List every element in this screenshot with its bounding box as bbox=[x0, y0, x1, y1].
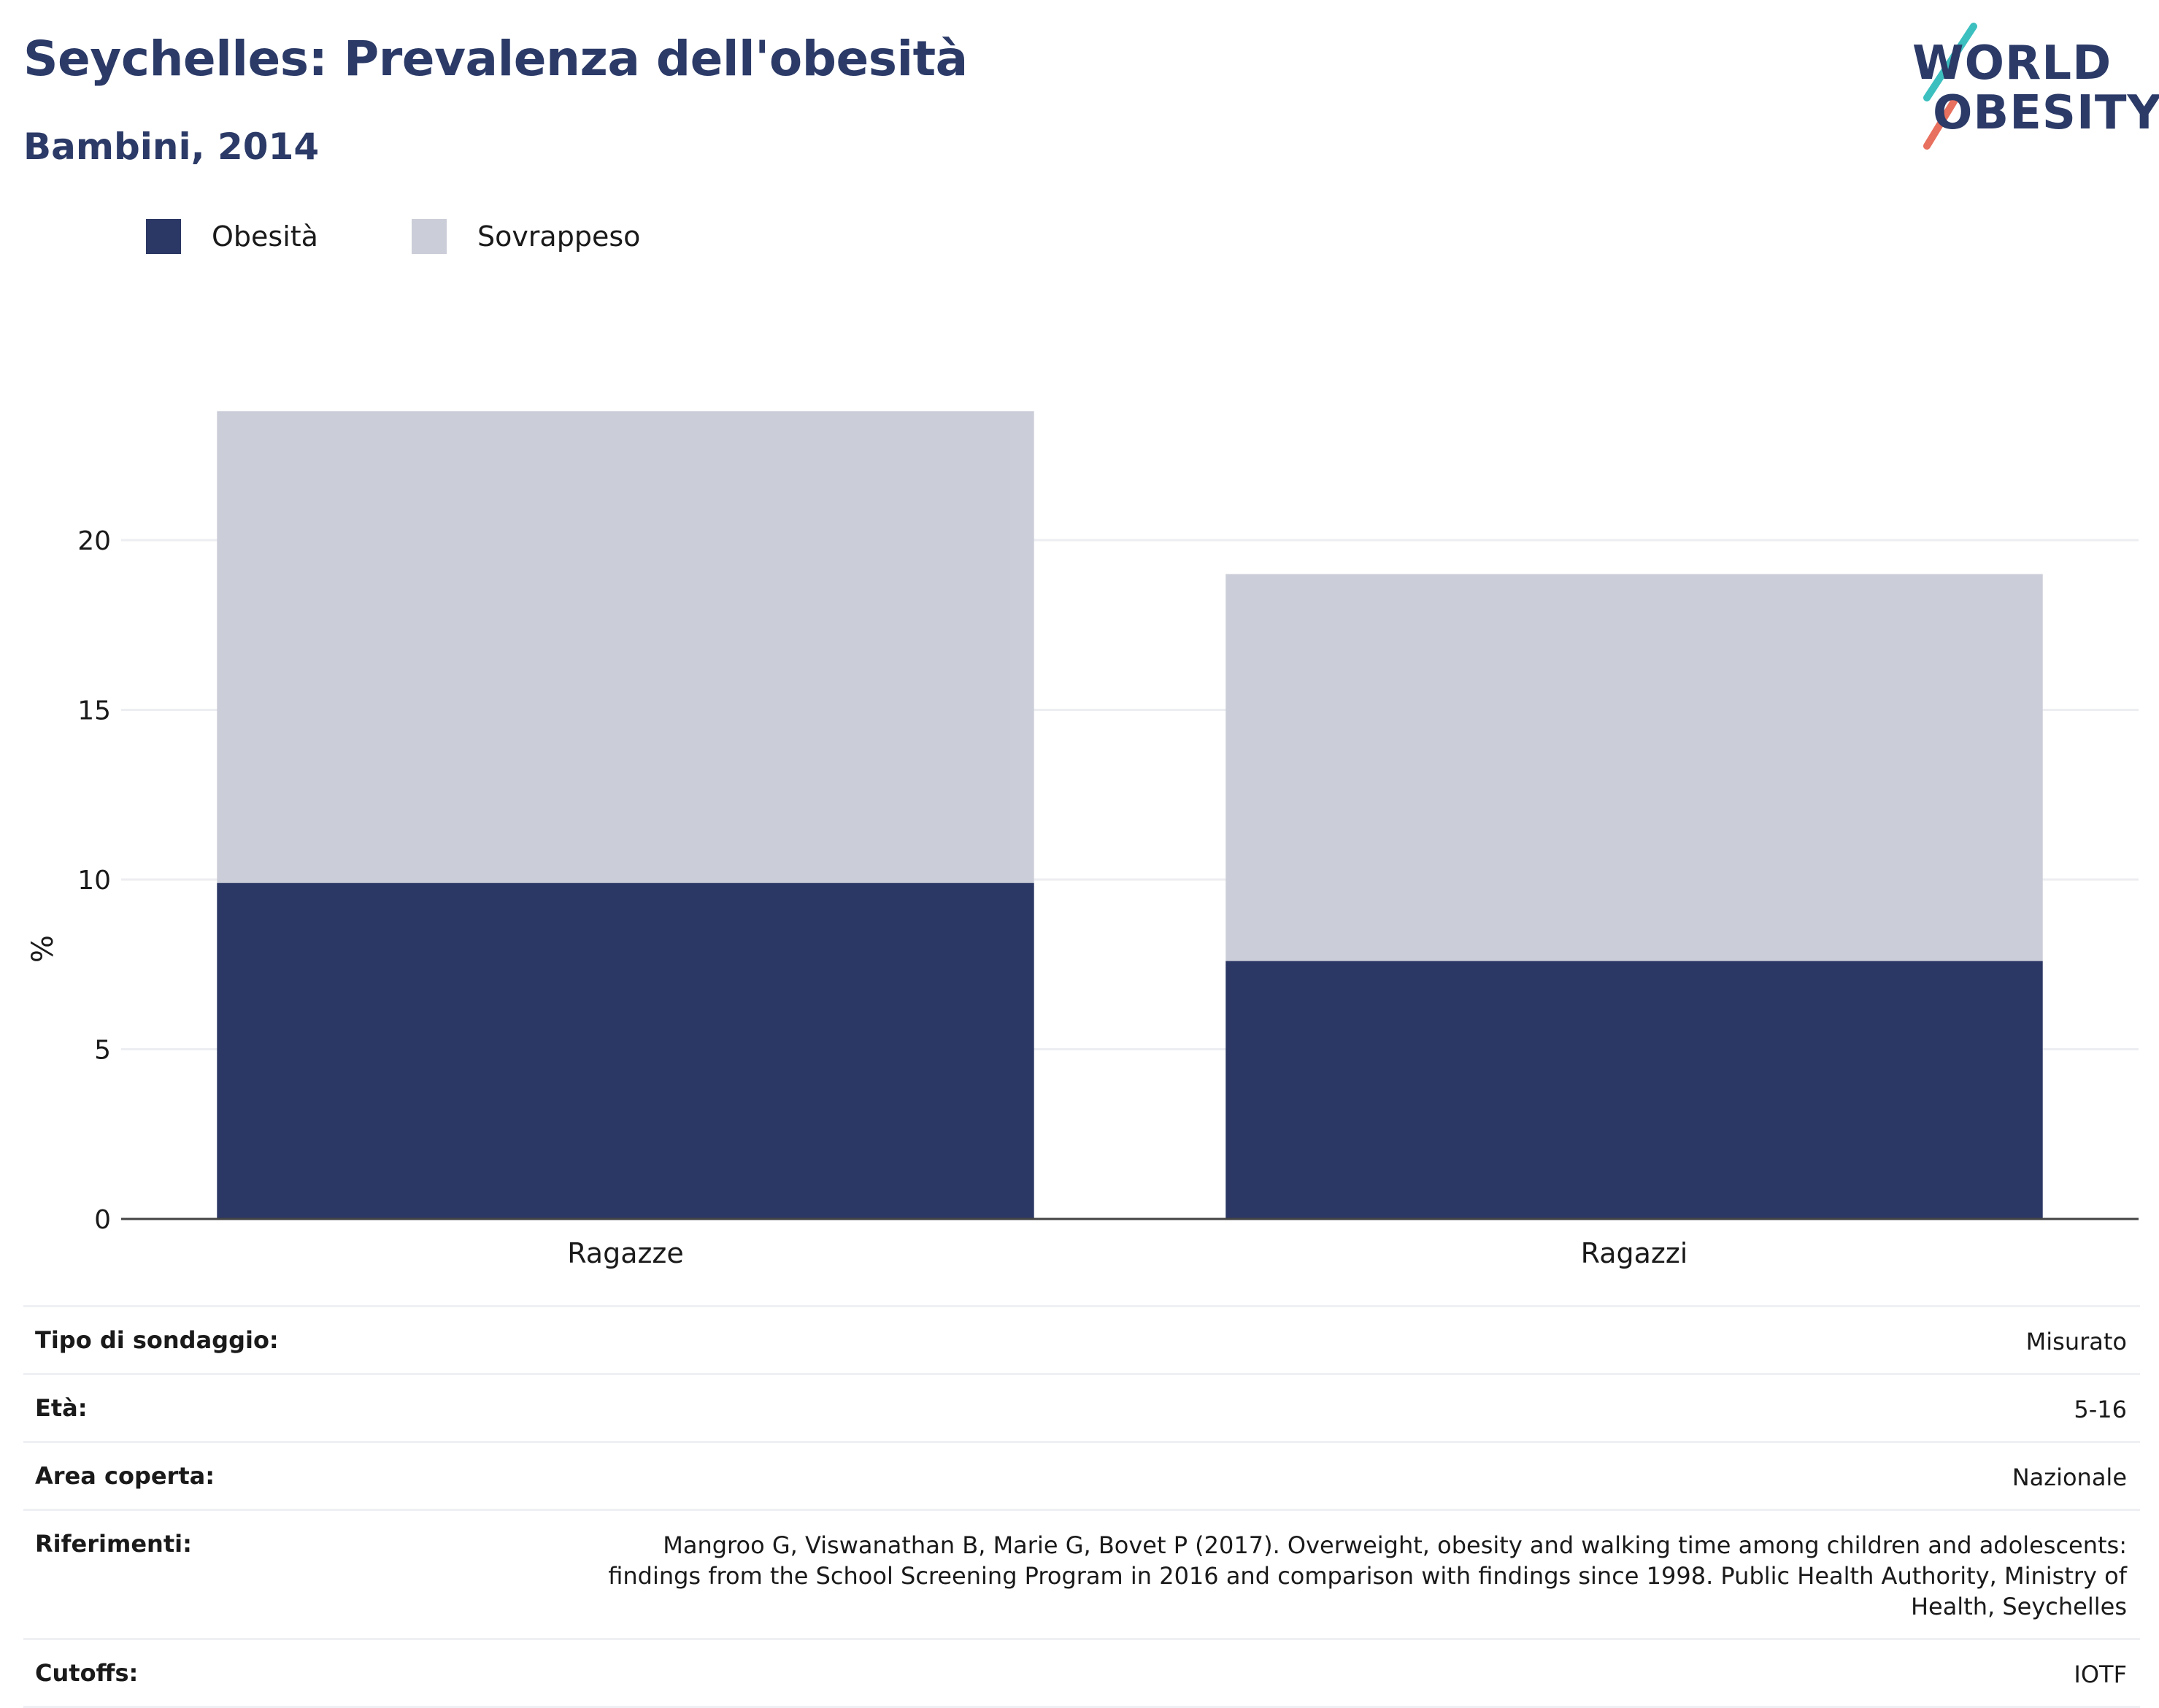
bar-overweight-ragazze bbox=[217, 411, 1034, 883]
meta-row-references: Riferimenti: Mangroo G, Viswanathan B, M… bbox=[23, 1509, 2140, 1638]
chart-legend: Obesità Sovrappeso bbox=[146, 216, 734, 257]
y-tick-label: 5 bbox=[94, 1036, 111, 1066]
logo-word-obesity: OBESITY bbox=[1933, 86, 2159, 140]
y-tick-label: 20 bbox=[77, 526, 111, 556]
meta-row-area: Area coperta: Nazionale bbox=[23, 1441, 2140, 1509]
meta-value: IOTF bbox=[2074, 1661, 2127, 1688]
legend-swatch-overweight bbox=[411, 219, 447, 254]
metadata-table: Tipo di sondaggio: Misurato Età: 5-16 Ar… bbox=[23, 1305, 2140, 1708]
meta-key: Età: bbox=[35, 1394, 88, 1422]
legend-label-obesity: Obesità bbox=[212, 220, 318, 253]
y-tick-label: 0 bbox=[94, 1205, 111, 1235]
logo-word-world: WORLD bbox=[1912, 36, 2112, 91]
world-obesity-logo: WORLD OBESITY bbox=[1912, 22, 2159, 153]
meta-value: 5-16 bbox=[2074, 1396, 2127, 1423]
meta-key: Tipo di sondaggio: bbox=[35, 1326, 279, 1354]
logo-slash-icon bbox=[1923, 23, 1977, 150]
meta-value: Nazionale bbox=[2012, 1463, 2127, 1491]
bar-obesity-ragazzi bbox=[1225, 961, 2043, 1219]
legend-item-overweight: Sovrappeso bbox=[411, 219, 641, 254]
x-tick-label: Ragazzi bbox=[1581, 1237, 1688, 1269]
meta-row-cutoffs: Cutoffs: IOTF bbox=[23, 1638, 2140, 1708]
meta-key: Cutoffs: bbox=[35, 1659, 139, 1687]
y-tick-label: 10 bbox=[77, 866, 111, 896]
meta-row-age: Età: 5-16 bbox=[23, 1373, 2140, 1441]
y-tick-label: 15 bbox=[77, 696, 111, 726]
stacked-bar-chart: 0 5 10 15 20% Ragazze Ragazzi bbox=[26, 411, 2139, 1269]
bar-overweight-ragazzi bbox=[1225, 574, 2043, 961]
chart-title: Seychelles: Prevalenza dell'obesità bbox=[23, 31, 968, 87]
legend-swatch-obesity bbox=[146, 219, 181, 254]
legend-item-obesity: Obesità bbox=[146, 219, 318, 254]
meta-key: Riferimenti: bbox=[35, 1530, 192, 1558]
meta-value: Mangroo G, Viswanathan B, Marie G, Bovet… bbox=[608, 1531, 2127, 1620]
x-tick-label: Ragazze bbox=[567, 1237, 684, 1269]
chart-subtitle: Bambini, 2014 bbox=[23, 126, 320, 168]
y-axis-label: % bbox=[26, 935, 60, 963]
bar-obesity-ragazze bbox=[217, 882, 1034, 1219]
meta-key: Area coperta: bbox=[35, 1462, 215, 1490]
meta-row-survey-type: Tipo di sondaggio: Misurato bbox=[23, 1305, 2140, 1373]
meta-value: Misurato bbox=[2025, 1328, 2127, 1355]
legend-label-overweight: Sovrappeso bbox=[477, 220, 641, 253]
